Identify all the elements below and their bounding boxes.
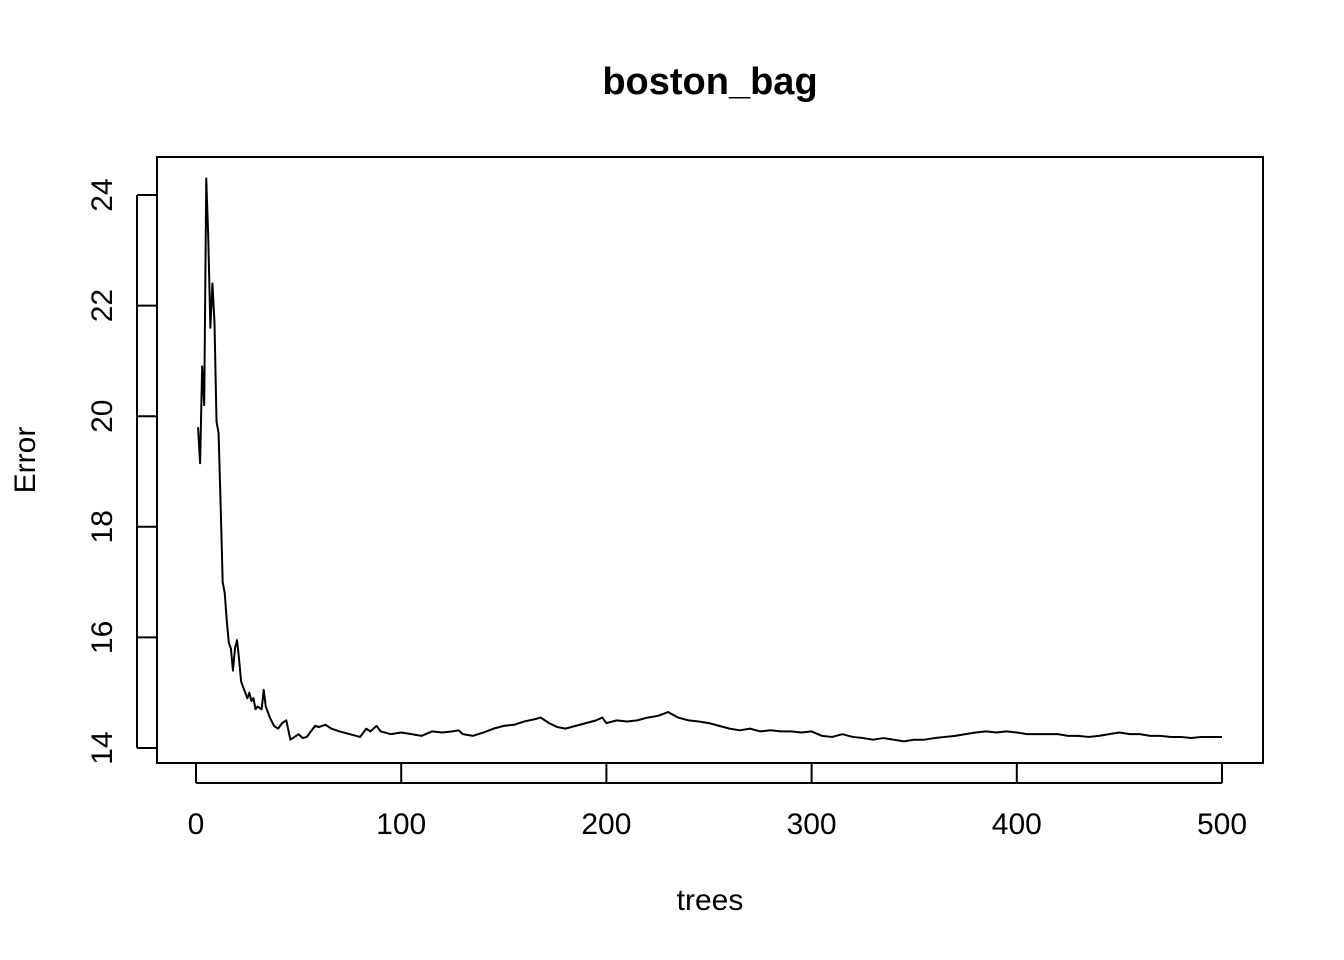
x-axis-label: trees [677, 884, 744, 917]
y-axis-label: Error [9, 427, 42, 494]
x-tick-label: 300 [787, 808, 837, 841]
x-tick-label: 400 [992, 808, 1042, 841]
series-line [197, 177, 1222, 743]
x-tick-label: 200 [581, 808, 631, 841]
plot-frame [156, 156, 1264, 764]
chart-title: boston_bag [602, 61, 817, 103]
x-tick-label: 0 [188, 808, 205, 841]
y-tick-label: 20 [86, 400, 119, 433]
x-tick-label: 100 [376, 808, 426, 841]
y-tick-label: 24 [86, 178, 119, 211]
y-tick-label: 22 [86, 289, 119, 322]
y-tick-label: 18 [86, 510, 119, 543]
x-tick-label: 500 [1197, 808, 1247, 841]
y-tick-label: 14 [86, 731, 119, 764]
x-axis: 0 100 200 300 400 500 [188, 763, 1247, 841]
y-tick-label: 16 [86, 621, 119, 654]
y-axis: 14 16 18 20 22 24 [86, 178, 157, 765]
